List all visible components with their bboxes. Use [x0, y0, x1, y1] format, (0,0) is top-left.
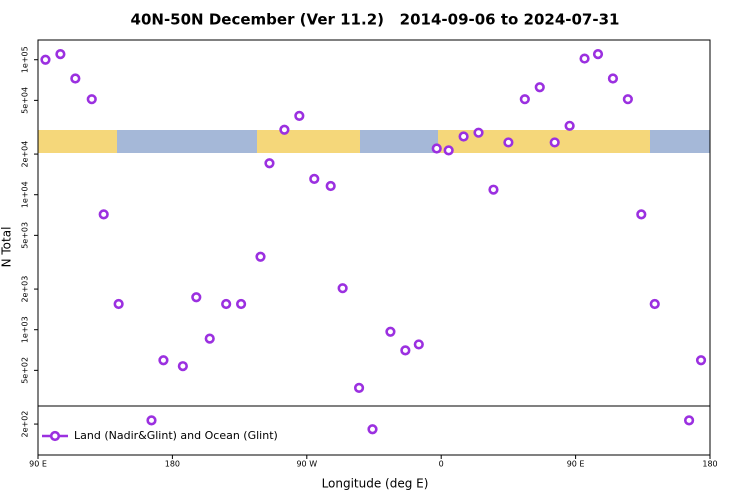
y-tick-label: 2e+02	[21, 411, 30, 438]
point	[458, 131, 469, 142]
x-tick-label: 90 E	[567, 460, 585, 469]
point	[146, 415, 157, 426]
point	[191, 292, 202, 303]
point	[337, 283, 348, 294]
x-tick-label: 180	[165, 460, 180, 469]
point	[158, 355, 169, 366]
point	[221, 298, 232, 310]
point	[113, 298, 124, 310]
plot-frame	[37, 39, 711, 456]
point	[443, 145, 454, 156]
y-tick-label: 5e+03	[21, 222, 30, 249]
point	[325, 180, 336, 192]
y-tick-label: 2e+04	[21, 141, 30, 168]
point	[204, 333, 215, 344]
point	[367, 424, 378, 435]
point	[279, 124, 290, 135]
legend-label: Land (Nadir&Glint) and Ocean (Glint)	[74, 429, 278, 442]
x-tick-label: 0	[439, 460, 444, 469]
point	[488, 184, 499, 195]
y-tick-label: 2e+03	[21, 276, 30, 303]
point	[519, 94, 530, 105]
legend-marker	[49, 430, 61, 442]
ocean	[117, 130, 257, 153]
y-tick-label: 1e+05	[21, 46, 30, 73]
map-band	[38, 130, 710, 153]
point	[431, 143, 442, 154]
point	[503, 137, 514, 148]
point	[400, 345, 411, 356]
point	[649, 298, 660, 310]
point	[636, 209, 647, 220]
point	[473, 127, 484, 138]
point	[70, 73, 81, 84]
point	[309, 173, 320, 184]
chart-title: 40N-50N December (Ver 11.2) 2014-09-06 t…	[131, 11, 620, 29]
point	[622, 94, 633, 105]
y-tick-label: 1e+03	[21, 316, 30, 343]
point	[98, 209, 109, 220]
point	[294, 110, 305, 121]
point	[385, 326, 396, 337]
point	[413, 339, 424, 350]
ocean	[650, 130, 710, 153]
ocean	[360, 130, 438, 153]
point	[177, 361, 188, 372]
point	[549, 137, 560, 148]
x-tick-label: 180	[702, 460, 717, 469]
point	[235, 298, 247, 310]
point	[592, 49, 604, 60]
x-tick-label: 90 W	[296, 460, 317, 469]
point	[564, 120, 575, 131]
x-axis-label: Longitude (deg E)	[322, 477, 429, 491]
point	[683, 415, 695, 426]
y-tick-label: 1e+04	[21, 181, 30, 208]
point	[40, 54, 51, 65]
point	[55, 49, 66, 60]
point	[353, 382, 365, 393]
point	[695, 355, 707, 366]
y-tick-label: 5e+04	[21, 87, 30, 114]
point	[86, 94, 97, 105]
x-tick-label: 90 E	[29, 460, 47, 469]
point	[264, 158, 275, 169]
point	[534, 82, 545, 93]
y-axis-label: N Total	[0, 227, 14, 268]
point	[607, 73, 619, 84]
point	[255, 251, 266, 262]
y-tick-label: 5e+02	[21, 357, 30, 384]
point	[579, 53, 590, 64]
